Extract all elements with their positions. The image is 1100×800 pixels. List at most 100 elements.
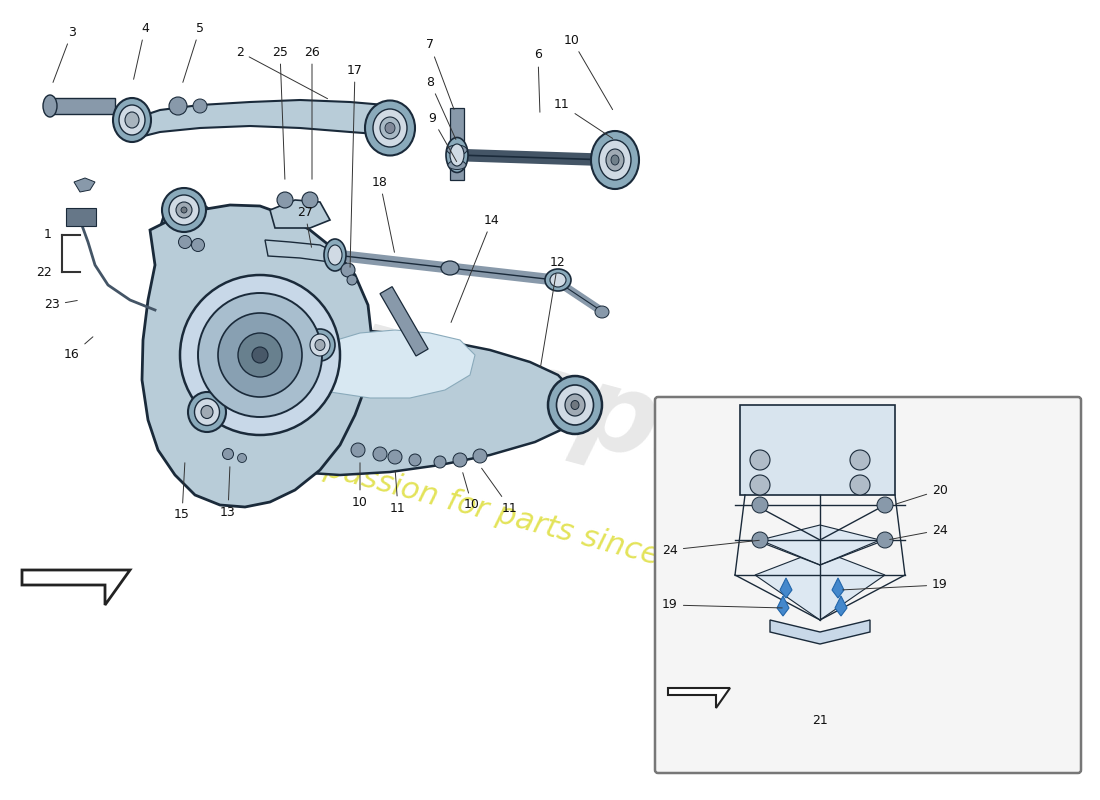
- Text: a passion for parts since 1985: a passion for parts since 1985: [294, 446, 747, 594]
- Circle shape: [850, 450, 870, 470]
- Ellipse shape: [373, 447, 387, 461]
- Text: 10: 10: [352, 462, 367, 509]
- Text: eurospares: eurospares: [227, 267, 933, 553]
- Ellipse shape: [125, 112, 139, 128]
- Ellipse shape: [195, 398, 220, 426]
- Ellipse shape: [277, 192, 293, 208]
- Text: 13: 13: [220, 466, 235, 518]
- Ellipse shape: [446, 138, 468, 173]
- Text: 10: 10: [564, 34, 613, 110]
- Ellipse shape: [305, 329, 336, 361]
- Ellipse shape: [169, 97, 187, 115]
- Ellipse shape: [595, 306, 609, 318]
- Ellipse shape: [434, 456, 446, 468]
- Ellipse shape: [346, 275, 358, 285]
- Polygon shape: [755, 550, 886, 620]
- Circle shape: [198, 293, 322, 417]
- Polygon shape: [780, 578, 792, 598]
- Ellipse shape: [310, 334, 330, 356]
- Text: 7: 7: [426, 38, 454, 110]
- Text: 3: 3: [53, 26, 76, 82]
- Bar: [379, 286, 428, 356]
- Ellipse shape: [453, 453, 468, 467]
- Text: 20: 20: [895, 483, 948, 504]
- Text: 22: 22: [36, 266, 52, 278]
- Text: 4: 4: [133, 22, 148, 79]
- Text: 11: 11: [482, 468, 518, 514]
- Polygon shape: [142, 205, 372, 507]
- Polygon shape: [835, 596, 847, 616]
- Text: 18: 18: [372, 175, 395, 252]
- Circle shape: [252, 347, 268, 363]
- Text: 12: 12: [540, 255, 565, 367]
- Ellipse shape: [544, 269, 571, 291]
- Bar: [740, 405, 895, 495]
- Ellipse shape: [548, 376, 602, 434]
- Text: 19: 19: [662, 598, 782, 611]
- Text: 25: 25: [272, 46, 288, 179]
- Ellipse shape: [448, 161, 466, 170]
- Circle shape: [180, 275, 340, 435]
- Ellipse shape: [351, 443, 365, 457]
- Ellipse shape: [43, 95, 57, 117]
- Circle shape: [877, 497, 893, 513]
- Ellipse shape: [450, 144, 464, 166]
- Ellipse shape: [557, 385, 594, 425]
- Circle shape: [752, 497, 768, 513]
- Text: 15: 15: [174, 462, 190, 522]
- Ellipse shape: [409, 454, 421, 466]
- Ellipse shape: [191, 238, 205, 251]
- Ellipse shape: [192, 99, 207, 113]
- Text: 23: 23: [44, 298, 77, 311]
- FancyBboxPatch shape: [654, 397, 1081, 773]
- Ellipse shape: [169, 195, 199, 225]
- Text: 9: 9: [428, 111, 456, 162]
- Ellipse shape: [113, 98, 151, 142]
- Text: 5: 5: [183, 22, 204, 82]
- Text: 14: 14: [451, 214, 499, 322]
- Ellipse shape: [176, 202, 192, 218]
- Polygon shape: [160, 198, 578, 475]
- Circle shape: [877, 532, 893, 548]
- Bar: [450, 108, 464, 180]
- Ellipse shape: [201, 406, 213, 418]
- Ellipse shape: [188, 392, 226, 432]
- Polygon shape: [832, 578, 844, 598]
- Polygon shape: [295, 330, 475, 398]
- Ellipse shape: [565, 394, 585, 416]
- Polygon shape: [760, 525, 880, 565]
- Text: 11: 11: [390, 470, 406, 514]
- Text: 17: 17: [348, 63, 363, 267]
- Polygon shape: [22, 570, 130, 605]
- Polygon shape: [668, 688, 730, 708]
- Text: 24: 24: [890, 523, 948, 539]
- Ellipse shape: [373, 109, 407, 147]
- Text: 19: 19: [843, 578, 948, 591]
- Ellipse shape: [341, 263, 355, 277]
- Ellipse shape: [385, 122, 395, 134]
- Ellipse shape: [162, 188, 206, 232]
- Text: 6: 6: [535, 49, 542, 112]
- Text: 8: 8: [426, 75, 455, 139]
- Text: 10: 10: [463, 473, 480, 511]
- Ellipse shape: [119, 105, 145, 135]
- Polygon shape: [777, 596, 789, 616]
- Polygon shape: [770, 620, 870, 644]
- Text: 24: 24: [662, 540, 759, 557]
- Ellipse shape: [473, 449, 487, 463]
- Polygon shape: [128, 100, 390, 140]
- Circle shape: [238, 333, 282, 377]
- Ellipse shape: [222, 449, 233, 459]
- Polygon shape: [270, 200, 330, 228]
- Ellipse shape: [591, 131, 639, 189]
- Ellipse shape: [447, 145, 468, 155]
- Ellipse shape: [600, 140, 631, 180]
- Ellipse shape: [550, 273, 566, 287]
- Text: 2: 2: [236, 46, 328, 98]
- Ellipse shape: [441, 261, 459, 275]
- Circle shape: [752, 532, 768, 548]
- Ellipse shape: [178, 235, 191, 249]
- Ellipse shape: [182, 207, 187, 213]
- Ellipse shape: [365, 101, 415, 155]
- Ellipse shape: [302, 192, 318, 208]
